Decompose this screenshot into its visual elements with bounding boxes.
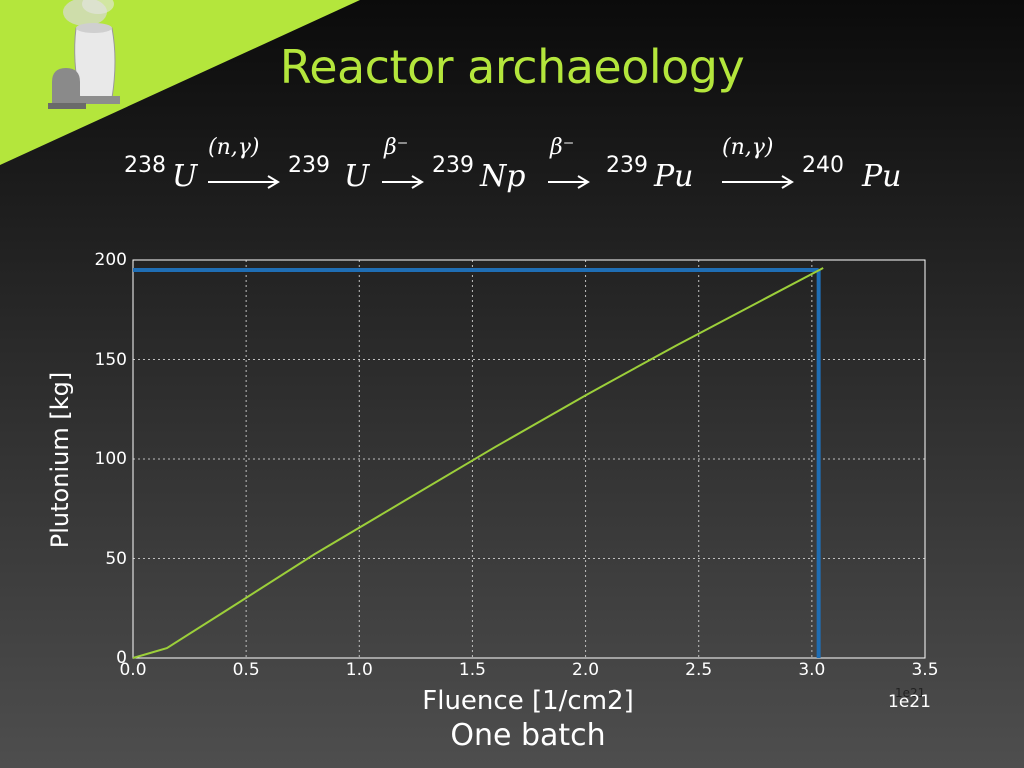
x-tick-label: 1.5 xyxy=(458,660,486,680)
arrow-label-n-gamma-1: (n,γ) xyxy=(208,135,260,160)
x-tick-label: 2.0 xyxy=(572,660,600,680)
nuclear-reaction-equation: 238 U (n,γ) 239 U β⁻ 239 Np β⁻ 239 Pu (n… xyxy=(0,125,1024,215)
x-axis-label: Fluence [1/cm2] xyxy=(422,686,634,716)
x-tick-label: 0.0 xyxy=(119,660,147,680)
symbol-pu-239: Pu xyxy=(654,159,694,194)
y-tick-label: 50 xyxy=(105,548,127,569)
reaction-arrow-2 xyxy=(382,175,424,189)
reaction-arrow-1 xyxy=(208,175,280,189)
y-tick-label: 0 xyxy=(116,648,127,668)
mass-number-239-np: 239 xyxy=(432,153,474,178)
x-tick-label: 1.0 xyxy=(345,660,373,680)
symbol-u: U xyxy=(172,159,198,194)
plutonium-series-line xyxy=(132,267,824,659)
plot-frame xyxy=(132,259,926,659)
symbol-np: Np xyxy=(480,159,526,194)
symbol-pu-240: Pu xyxy=(862,159,902,194)
reaction-arrow-4 xyxy=(722,175,794,189)
y-tick-label: 150 xyxy=(94,349,127,370)
y-tick-label: 100 xyxy=(94,449,127,469)
x-tick-label: 3.0 xyxy=(798,660,826,680)
mass-number-240: 240 xyxy=(802,153,844,178)
arrow-label-n-gamma-2: (n,γ) xyxy=(722,135,774,160)
symbol-u-239: U xyxy=(344,159,370,194)
mass-number-238: 238 xyxy=(124,153,166,178)
corner-decoration xyxy=(0,0,360,165)
y-axis-label: Plutonium [kg] xyxy=(46,371,74,549)
series-layer xyxy=(132,267,824,659)
reaction-arrow-3 xyxy=(548,175,590,189)
x-tick-label: 2.5 xyxy=(685,660,713,680)
slide-title: Reactor archaeology xyxy=(279,40,745,94)
grid-lines xyxy=(133,260,925,658)
arrow-label-beta-1: β⁻ xyxy=(384,135,409,160)
x-tick-label: 0.5 xyxy=(232,660,260,680)
x-offset-label: 1e21 xyxy=(888,692,931,712)
y-tick-label: 200 xyxy=(94,250,127,270)
slide-caption: One batch xyxy=(450,718,606,753)
mass-number-239-u: 239 xyxy=(288,153,330,178)
arrow-label-beta-2: β⁻ xyxy=(550,135,575,160)
x-offset-label-ghost: 1e21 xyxy=(895,686,926,700)
x-tick-label: 3.5 xyxy=(911,660,939,680)
marker-lines xyxy=(133,267,821,658)
mass-number-239-pu: 239 xyxy=(606,153,648,178)
reactor-icon xyxy=(48,0,120,109)
